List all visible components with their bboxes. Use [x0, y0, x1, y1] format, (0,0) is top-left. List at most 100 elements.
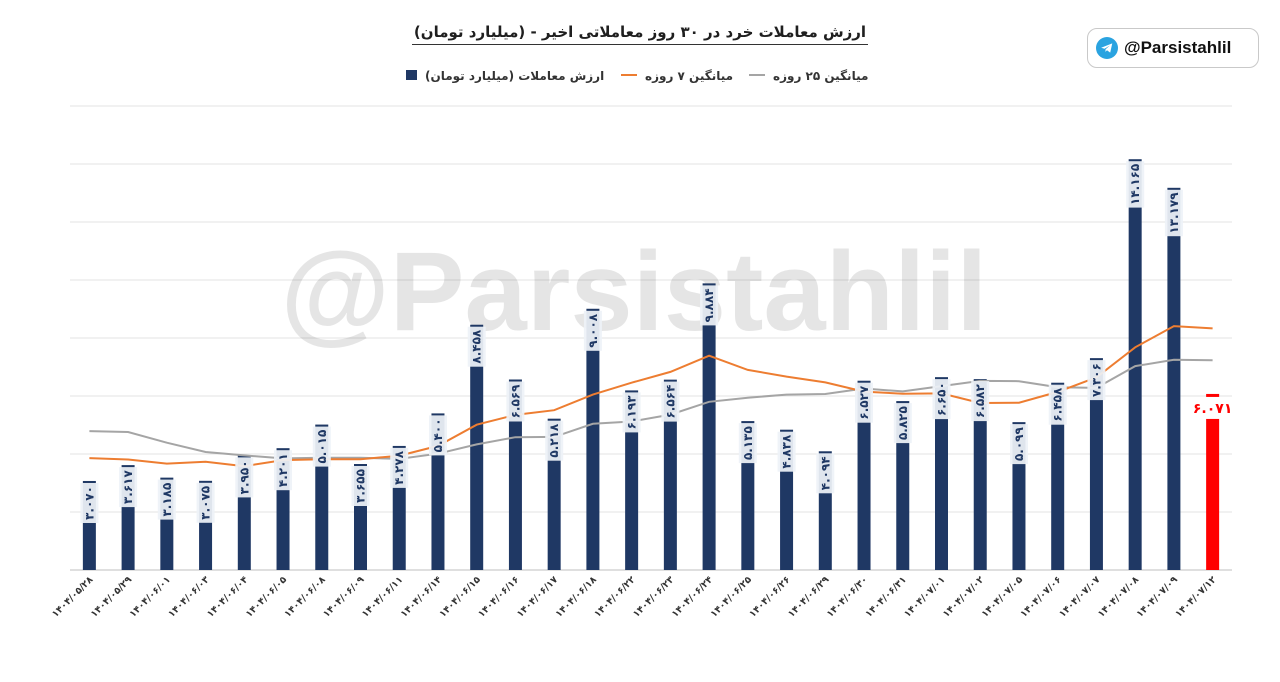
data-label-group: ۵.۰۱۵	[312, 426, 331, 467]
data-label-box	[971, 381, 990, 422]
data-label: ۵.۱۳۵	[741, 426, 755, 460]
data-label-group: ۹.۸۸۴	[700, 285, 719, 326]
data-label-box	[738, 423, 757, 464]
data-label-group: ۴.۸۳۸	[777, 431, 796, 472]
bar	[896, 401, 910, 570]
data-label: ۳.۱۸۵	[160, 483, 174, 517]
legend-label: ارزش معاملات (میلیارد تومان)	[425, 69, 604, 84]
legend-label: میانگین ۷ روزه	[645, 69, 733, 84]
data-label: ۶.۱۹۳	[625, 395, 639, 430]
legend-swatch	[406, 70, 417, 80]
data-label: ۸.۴۵۸	[470, 329, 484, 364]
data-label: ۶.۶۵۰	[935, 382, 949, 416]
telegram-icon	[1096, 37, 1118, 59]
data-label: ۶.۵۶۹	[508, 384, 522, 419]
data-label-box	[893, 403, 912, 444]
data-label-group: ۴.۲۷۸	[390, 447, 409, 488]
data-label: ۳.۰۷۰	[82, 486, 96, 520]
data-label: ۵.۰۹۹	[1012, 426, 1026, 461]
brand-handle: @Parsistahlil	[1124, 38, 1232, 57]
data-label-group: ۶.۵۲۷	[855, 382, 873, 423]
brand-badge[interactable]: @Parsistahlil	[1087, 28, 1259, 68]
data-label-box	[583, 310, 602, 351]
bar	[1089, 358, 1103, 570]
data-label: ۶.۴۵۸	[1051, 387, 1065, 422]
data-label-box	[1126, 161, 1145, 208]
data-label-group: ۶.۵۸۲	[971, 381, 990, 422]
bar	[1051, 382, 1065, 570]
bar	[702, 283, 716, 570]
data-label-box	[777, 431, 796, 472]
bar	[935, 377, 948, 570]
data-label: ۱۴.۱۶۵	[1128, 164, 1142, 205]
data-label-group: ۶.۱۹۳	[622, 392, 641, 433]
data-label-group: ۵.۰۹۹	[1010, 424, 1028, 465]
data-label-box	[235, 457, 254, 498]
bar	[1128, 159, 1142, 570]
data-label-box	[506, 381, 525, 422]
data-label-box	[274, 450, 292, 491]
data-label-group: ۸.۴۵۸	[467, 326, 486, 367]
bar	[470, 324, 484, 570]
data-label: ۳.۶۱۷	[121, 469, 135, 504]
data-label: ۵.۴۰۰	[431, 418, 445, 452]
data-label-box	[429, 415, 447, 456]
data-label-group: ۵.۸۲۵	[893, 403, 912, 444]
bar	[508, 379, 522, 570]
data-label-box	[622, 392, 641, 433]
data-label-box	[545, 420, 564, 461]
data-label-box	[700, 285, 719, 326]
data-label-box	[312, 426, 331, 467]
data-label-group: ۴.۰۹۴	[816, 453, 835, 494]
chart-title: ارزش معاملات خرد در ۳۰ روز معاملاتی اخیر…	[0, 22, 1280, 45]
data-label-box	[1010, 424, 1028, 465]
data-label-box	[80, 483, 99, 523]
data-label-box	[855, 382, 873, 423]
data-label: ۷.۳۰۶	[1089, 363, 1103, 397]
data-label-group: ۱۴.۱۶۵	[1126, 161, 1145, 208]
data-label-group: ۶.۴۵۸	[1048, 384, 1067, 425]
data-label-group: ۵.۴۰۰	[429, 415, 447, 456]
data-label-box	[1048, 384, 1067, 425]
data-label-group: ۵.۲۱۸	[545, 420, 564, 461]
data-label-box	[1087, 360, 1106, 401]
data-label-group: ۳.۶۵۵	[351, 466, 370, 506]
bar	[973, 379, 987, 570]
bar	[1206, 393, 1220, 570]
data-label-box	[661, 381, 680, 422]
data-label-box	[816, 453, 835, 494]
data-label: ۴.۸۳۸	[780, 434, 794, 469]
bar	[1167, 187, 1181, 570]
data-label-group: ۳.۰۷۰	[80, 483, 99, 523]
data-label: ۶.۵۶۴	[663, 385, 677, 419]
data-label-group: ۶.۶۵۰	[932, 379, 951, 420]
data-label-group: ۳.۰۷۵	[196, 482, 215, 523]
data-label-box	[119, 467, 138, 508]
data-label-group: ۶.۵۶۹	[506, 381, 525, 422]
data-label: ۳.۶۵۵	[354, 469, 368, 503]
data-label-group: ۳.۱۸۵	[157, 479, 176, 520]
data-label-box	[351, 466, 370, 506]
data-label: ۶.۵۲۷	[857, 385, 871, 420]
data-label-box	[467, 326, 486, 367]
data-label: ۴.۰۹۴	[818, 456, 832, 490]
data-label-box	[1192, 396, 1233, 419]
data-label-box	[157, 479, 176, 520]
bar	[586, 308, 600, 570]
data-label: ۵.۰۱۵	[315, 430, 329, 464]
watermark: @Parsistahlil	[281, 229, 988, 354]
data-label: ۶.۰۷۱	[1193, 401, 1233, 417]
legend-label: میانگین ۲۵ روزه	[773, 69, 868, 84]
series-line	[89, 358, 1213, 460]
data-label-box	[1164, 189, 1183, 237]
bar	[857, 380, 871, 570]
bar	[625, 390, 639, 570]
data-label-group: ۱۳.۱۷۹	[1164, 189, 1183, 237]
data-label-group: ۶.۵۶۴	[661, 381, 680, 422]
data-label-box	[196, 482, 215, 523]
data-label-group: ۵.۱۳۵	[738, 423, 757, 464]
data-label: ۳.۰۷۵	[199, 486, 213, 520]
data-label-group: ۳.۹۵۰	[235, 457, 254, 498]
data-label-group: ۷.۳۰۶	[1087, 360, 1106, 401]
